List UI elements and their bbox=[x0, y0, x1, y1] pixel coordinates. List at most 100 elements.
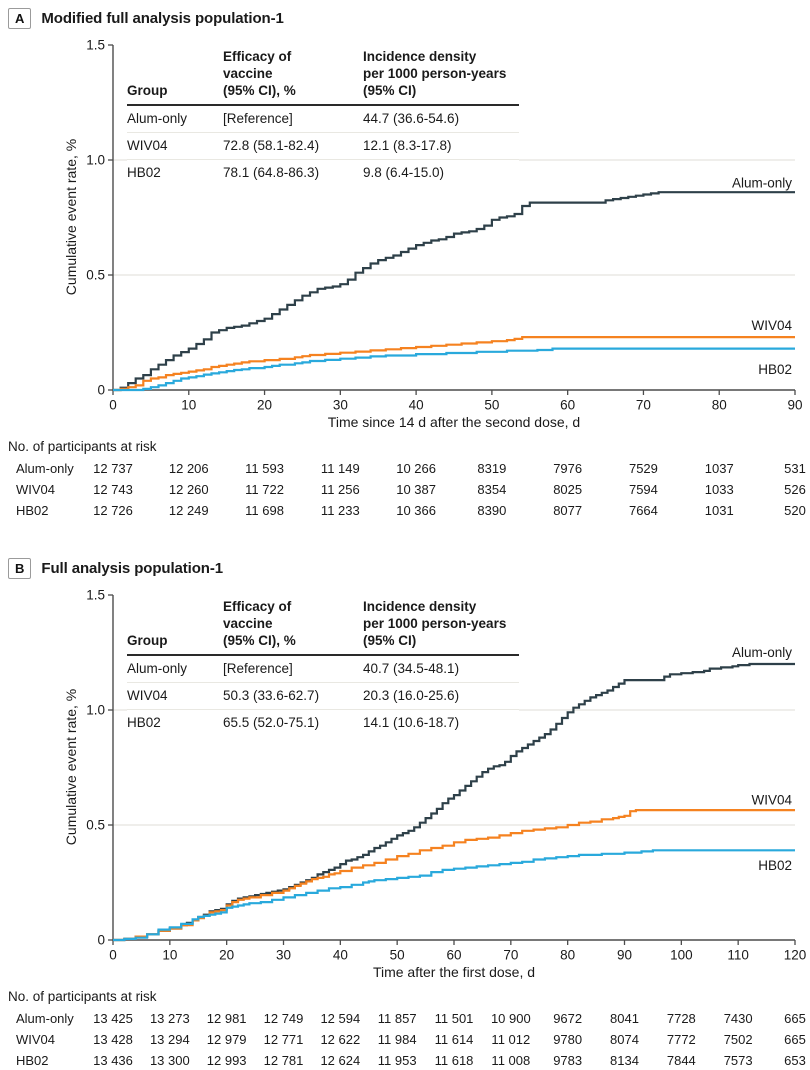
panel-label-box: B bbox=[8, 558, 32, 579]
risk-count: 9672 bbox=[553, 1011, 583, 1026]
table-row: HB02 65.5 (52.0-75.1) 14.1 (10.6-18.7) bbox=[127, 709, 519, 736]
x-tick-label: 10 bbox=[162, 948, 177, 963]
curve-wiv04 bbox=[113, 809, 795, 942]
panel-label-box: A bbox=[8, 8, 32, 29]
risk-count: 7844 bbox=[666, 1053, 696, 1068]
risk-count: 13 300 bbox=[149, 1053, 190, 1068]
risk-count: 8074 bbox=[610, 1032, 639, 1047]
group-cell: Alum-only bbox=[127, 111, 188, 126]
column-header-group: Group bbox=[127, 598, 223, 656]
curve-hb02 bbox=[113, 849, 795, 942]
risk-count: 12 594 bbox=[320, 1011, 361, 1026]
risk-row-label: Alum-only bbox=[16, 461, 74, 476]
survival-chart-a: 0 0.5 1.0 1.5 0 10 20 30 40 50 60 70 80 90 Alum-only WI… bbox=[86, 38, 802, 413]
y-axis-label: Cumulative event rate, % bbox=[63, 688, 79, 846]
risk-row-label: HB02 bbox=[16, 503, 49, 518]
x-tick-label: 30 bbox=[276, 948, 291, 963]
risk-count: 1033 bbox=[704, 482, 734, 497]
risk-row-label: WIV04 bbox=[16, 482, 56, 497]
panel-b: B Full analysis population-1 Cumulative … bbox=[0, 550, 810, 1070]
risk-count: 7573 bbox=[723, 1053, 753, 1068]
curve-label-alum-only: Alum-only bbox=[732, 176, 792, 191]
risk-count: 653 bbox=[784, 1053, 806, 1068]
risk-count: 13 273 bbox=[149, 1011, 190, 1026]
risk-count: 12 749 bbox=[263, 1011, 304, 1026]
risk-count: 11 593 bbox=[245, 461, 284, 476]
risk-count: 11 857 bbox=[377, 1011, 417, 1026]
risk-count: 7430 bbox=[723, 1011, 753, 1026]
x-tick-label: 0 bbox=[109, 398, 117, 413]
y-tick-label: 0 bbox=[97, 383, 105, 398]
column-header-incidence: Incidence density per 1000 person-years … bbox=[363, 48, 519, 106]
risk-count: 10 387 bbox=[396, 482, 436, 497]
column-header-incidence: Incidence density per 1000 person-years … bbox=[363, 598, 519, 656]
risk-count: 7594 bbox=[628, 482, 658, 497]
efficacy-cell: 78.1 (64.8-86.3) bbox=[223, 159, 363, 186]
x-tick-label: 80 bbox=[712, 398, 727, 413]
risk-count: 7728 bbox=[666, 1011, 696, 1026]
risk-count: 12 260 bbox=[168, 482, 209, 497]
risk-count: 10 900 bbox=[490, 1011, 531, 1026]
column-header-efficacy: Efficacy of vaccine (95% CI), % bbox=[223, 48, 363, 106]
risk-table-title: No. of participants at risk bbox=[8, 989, 157, 1004]
x-tick-label: 90 bbox=[787, 398, 802, 413]
risk-count: 11 618 bbox=[434, 1053, 474, 1068]
risk-count: 8134 bbox=[610, 1053, 639, 1068]
risk-row: Alum-only 12 737 12 206 11 593 11 149 10 266 8… bbox=[0, 461, 810, 478]
risk-count: 11 614 bbox=[434, 1032, 474, 1047]
risk-count: 7976 bbox=[553, 461, 583, 476]
risk-row: HB02 13 436 13 300 12 993 12 781 12 624 11 953… bbox=[0, 1053, 810, 1070]
table-row: WIV04 50.3 (33.6-62.7) 20.3 (16.0-25.6) bbox=[127, 682, 519, 710]
risk-count: 8354 bbox=[477, 482, 507, 497]
risk-count: 13 428 bbox=[93, 1032, 133, 1047]
risk-count: 7772 bbox=[666, 1032, 696, 1047]
risk-row: WIV04 12 743 12 260 11 722 11 256 10 387 8354 8… bbox=[0, 482, 810, 499]
risk-count: 7664 bbox=[628, 503, 658, 518]
table-row: Alum-only [Reference] 40.7 (34.5-48.1) bbox=[127, 655, 519, 683]
efficacy-cell: 72.8 (58.1-82.4) bbox=[223, 132, 363, 160]
incidence-cell: 14.1 (10.6-18.7) bbox=[363, 709, 519, 736]
incidence-cell: 9.8 (6.4-15.0) bbox=[363, 159, 519, 186]
risk-count: 665 bbox=[784, 1011, 806, 1026]
risk-count: 665 bbox=[784, 1032, 806, 1047]
risk-count: 1037 bbox=[704, 461, 734, 476]
efficacy-cell: [Reference] bbox=[223, 111, 293, 126]
curve-wiv04 bbox=[113, 336, 795, 392]
x-tick-label: 70 bbox=[636, 398, 651, 413]
x-tick-label: 60 bbox=[560, 398, 575, 413]
table-row: Alum-only [Reference] 44.7 (36.6-54.6) bbox=[127, 105, 519, 133]
group-cell: WIV04 bbox=[127, 682, 223, 710]
incidence-cell: 20.3 (16.0-25.6) bbox=[363, 682, 519, 710]
risk-count: 12 781 bbox=[263, 1053, 304, 1068]
table-row: WIV04 72.8 (58.1-82.4) 12.1 (8.3-17.8) bbox=[127, 132, 519, 160]
risk-count: 11 008 bbox=[491, 1053, 531, 1068]
risk-row: HB02 12 726 12 249 11 698 11 233 10 366 8390 80… bbox=[0, 503, 810, 520]
risk-count: 12 206 bbox=[168, 461, 209, 476]
x-tick-label: 40 bbox=[333, 948, 348, 963]
column-header-group: Group bbox=[127, 48, 223, 106]
curve-label-hb02: HB02 bbox=[758, 858, 792, 873]
x-tick-label: 60 bbox=[446, 948, 461, 963]
risk-count: 12 726 bbox=[93, 503, 133, 518]
risk-count: 11 256 bbox=[320, 482, 360, 497]
risk-count: 12 622 bbox=[320, 1032, 361, 1047]
x-tick-label: 100 bbox=[670, 948, 693, 963]
risk-count: 1031 bbox=[704, 503, 734, 518]
risk-count: 8041 bbox=[610, 1011, 639, 1026]
risk-count: 12 624 bbox=[320, 1053, 361, 1068]
y-tick-label: 1.0 bbox=[86, 703, 105, 718]
risk-count: 11 501 bbox=[434, 1011, 474, 1026]
risk-count: 13 294 bbox=[149, 1032, 190, 1047]
x-tick-label: 90 bbox=[617, 948, 632, 963]
panel-b-header: B Full analysis population-1 bbox=[8, 558, 223, 579]
risk-count: 12 771 bbox=[263, 1032, 304, 1047]
incidence-cell: 40.7 (34.5-48.1) bbox=[363, 661, 460, 676]
risk-count: 13 425 bbox=[93, 1011, 133, 1026]
y-tick-label: 0.5 bbox=[86, 268, 105, 283]
x-tick-label: 120 bbox=[784, 948, 807, 963]
x-tick-label: 20 bbox=[219, 948, 234, 963]
risk-count: 11 233 bbox=[320, 503, 360, 518]
risk-count: 8390 bbox=[477, 503, 507, 518]
risk-count: 8077 bbox=[553, 503, 583, 518]
y-tick-label: 1.5 bbox=[86, 38, 105, 53]
